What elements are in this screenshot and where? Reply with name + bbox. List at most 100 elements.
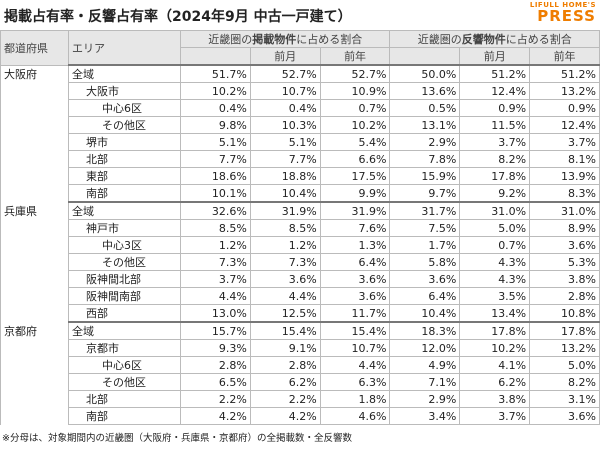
area: 北部	[68, 150, 181, 168]
value: 7.3%	[249, 253, 321, 271]
value: 17.8%	[459, 321, 531, 340]
value: 9.8%	[180, 116, 251, 134]
value: 5.8%	[389, 253, 461, 271]
value: 6.6%	[319, 150, 391, 168]
logo-bottom: PRESS	[537, 7, 596, 25]
value: 4.2%	[180, 407, 251, 425]
value: 2.8%	[529, 287, 600, 305]
value: 7.7%	[249, 150, 321, 168]
cell	[0, 184, 69, 202]
value: 2.2%	[249, 390, 321, 408]
value: 3.6%	[319, 270, 391, 288]
value: 13.2%	[529, 339, 600, 357]
cell	[0, 270, 69, 288]
area: 全域	[68, 321, 181, 340]
row: 中心3区 1.2% 1.2% 1.3% 1.7% 0.7% 3.6%	[0, 236, 600, 254]
value: 2.9%	[389, 133, 461, 151]
title: 掲載占有率・反響占有率（2024年9月 中古一戸建て）	[4, 9, 352, 25]
value: 2.2%	[180, 390, 251, 408]
sub-header	[180, 47, 251, 66]
value: 3.7%	[180, 270, 251, 288]
value: 15.9%	[389, 167, 461, 185]
row: その他区 6.5% 6.2% 6.3% 7.1% 6.2% 8.2%	[0, 373, 600, 391]
row: 兵庫県 全域 32.6% 31.9% 31.9% 31.7% 31.0% 31.0%	[0, 201, 600, 220]
value: 2.8%	[249, 356, 321, 374]
value: 15.4%	[319, 321, 391, 340]
area: 中心6区	[68, 356, 181, 374]
value: 8.5%	[249, 219, 321, 237]
area: 南部	[68, 407, 181, 425]
value: 4.6%	[319, 407, 391, 425]
value: 17.5%	[319, 167, 391, 185]
cell	[0, 150, 69, 168]
value: 10.9%	[319, 82, 391, 100]
area: 神戸市	[68, 219, 181, 237]
value: 6.3%	[319, 373, 391, 391]
row: 神戸市 8.5% 8.5% 7.6% 7.5% 5.0% 8.9%	[0, 219, 600, 237]
value: 31.9%	[319, 201, 391, 220]
value: 4.1%	[459, 356, 531, 374]
value: 0.7%	[459, 236, 531, 254]
prefecture: 京都府	[0, 322, 69, 340]
cell	[0, 133, 69, 151]
table: 都道府県 エリア 近畿圏の掲載物件に占める割合 近畿圏の反響物件に占める割合 前…	[0, 30, 600, 425]
value: 12.5%	[249, 304, 321, 323]
cell	[0, 116, 69, 134]
value: 17.8%	[529, 321, 600, 340]
group-header: 近畿圏の掲載物件に占める割合	[179, 30, 391, 48]
cell	[0, 390, 69, 408]
cell	[0, 167, 69, 185]
value: 32.6%	[180, 201, 251, 220]
cell	[0, 219, 69, 237]
value: 13.0%	[180, 304, 251, 323]
value: 1.2%	[249, 236, 321, 254]
cell	[0, 356, 69, 374]
value: 10.8%	[529, 304, 600, 323]
value: 31.9%	[249, 201, 321, 220]
value: 0.4%	[249, 99, 321, 117]
sub-header: 前月	[249, 47, 321, 66]
row: 堺市 5.1% 5.1% 5.4% 2.9% 3.7% 3.7%	[0, 133, 600, 151]
value: 3.1%	[529, 390, 600, 408]
value: 12.0%	[389, 339, 461, 357]
area: その他区	[68, 253, 181, 271]
value: 3.7%	[459, 133, 531, 151]
cell	[0, 287, 69, 305]
value: 0.5%	[389, 99, 461, 117]
value: 4.4%	[180, 287, 251, 305]
value: 9.2%	[459, 184, 531, 203]
prefecture: 大阪府	[0, 65, 69, 83]
value: 8.2%	[529, 373, 600, 391]
area: 阪神間北部	[68, 270, 181, 288]
row: 大阪市 10.2% 10.7% 10.9% 13.6% 12.4% 13.2%	[0, 82, 600, 100]
sub-header	[389, 47, 461, 66]
area: 堺市	[68, 133, 181, 151]
value: 7.6%	[319, 219, 391, 237]
value: 6.4%	[389, 287, 461, 305]
area: 阪神間南部	[68, 287, 181, 305]
area: 中心6区	[68, 99, 181, 117]
value: 10.2%	[459, 339, 531, 357]
value: 8.2%	[459, 150, 531, 168]
area: 南部	[68, 184, 181, 203]
value: 12.4%	[459, 82, 531, 100]
row: 大阪府 全域 51.7% 52.7% 52.7% 50.0% 51.2% 51.2%	[0, 64, 600, 83]
cell	[0, 253, 69, 271]
value: 18.8%	[249, 167, 321, 185]
value: 4.2%	[249, 407, 321, 425]
row: 京都府 全域 15.7% 15.4% 15.4% 18.3% 17.8% 17.8%	[0, 321, 600, 340]
row: 阪神間南部 4.4% 4.4% 3.6% 6.4% 3.5% 2.8%	[0, 287, 600, 305]
value: 7.7%	[180, 150, 251, 168]
sub-header: 前年	[319, 47, 391, 66]
area: 中心3区	[68, 236, 181, 254]
value: 10.3%	[249, 116, 321, 134]
area: 北部	[68, 390, 181, 408]
row: 東部 18.6% 18.8% 17.5% 15.9% 17.8% 13.9%	[0, 167, 600, 185]
value: 51.2%	[459, 64, 531, 83]
cell	[0, 373, 69, 391]
text: 掲載物件	[252, 33, 297, 46]
value: 3.4%	[389, 407, 461, 425]
value: 52.7%	[319, 64, 391, 83]
value: 2.8%	[180, 356, 251, 374]
